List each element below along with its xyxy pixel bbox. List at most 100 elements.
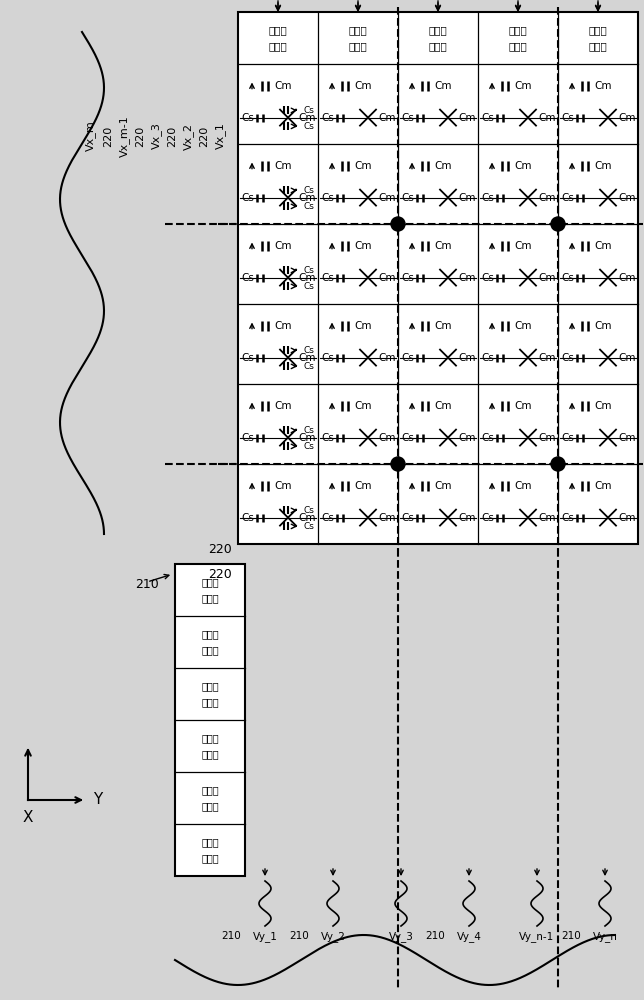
Text: 感测器: 感测器: [201, 853, 219, 863]
Text: Cm: Cm: [458, 433, 475, 443]
Text: Cs: Cs: [481, 353, 494, 363]
Text: 驱动及: 驱动及: [201, 681, 219, 691]
Text: 感测器: 感测器: [589, 41, 607, 51]
Text: Cm: Cm: [458, 513, 475, 523]
Text: Cm: Cm: [458, 273, 475, 283]
Text: Cm: Cm: [594, 241, 612, 251]
Text: Cm: Cm: [594, 321, 612, 331]
Text: Cm: Cm: [354, 81, 372, 91]
Text: Cm: Cm: [618, 113, 636, 123]
Text: 感测器: 感测器: [269, 41, 287, 51]
Text: Cm: Cm: [434, 161, 451, 171]
Text: Cs: Cs: [304, 202, 315, 211]
Text: Vy_n-1: Vy_n-1: [519, 931, 554, 942]
Text: Cs: Cs: [561, 353, 574, 363]
Text: X: X: [23, 810, 33, 825]
Text: Cm: Cm: [594, 161, 612, 171]
Text: 210: 210: [289, 931, 309, 941]
Text: 驱动及: 驱动及: [201, 577, 219, 587]
Text: Cm: Cm: [618, 513, 636, 523]
Text: Cm: Cm: [618, 353, 636, 363]
Bar: [175, 564, 245, 876]
Text: Cm: Cm: [354, 321, 372, 331]
Text: 感测器: 感测器: [201, 801, 219, 811]
Text: Cm: Cm: [514, 321, 531, 331]
Text: Cm: Cm: [538, 353, 556, 363]
Text: Cs: Cs: [241, 353, 254, 363]
Text: Cs: Cs: [321, 193, 334, 203]
Text: Cm: Cm: [514, 241, 531, 251]
Text: Cm: Cm: [354, 241, 372, 251]
Text: Cm: Cm: [298, 433, 316, 443]
Circle shape: [551, 457, 565, 471]
Text: Cs: Cs: [304, 122, 315, 131]
Text: Cs: Cs: [241, 433, 254, 443]
Text: Cs: Cs: [321, 113, 334, 123]
Text: Vx_1: Vx_1: [214, 123, 225, 149]
Text: 220: 220: [208, 568, 232, 580]
Text: Cm: Cm: [538, 273, 556, 283]
Text: Cm: Cm: [434, 241, 451, 251]
Text: 感测器: 感测器: [201, 697, 219, 707]
Text: Cm: Cm: [354, 481, 372, 491]
Text: Cs: Cs: [561, 193, 574, 203]
Text: Cm: Cm: [618, 433, 636, 443]
Text: Cs: Cs: [481, 513, 494, 523]
Text: 220: 220: [167, 125, 177, 147]
Text: Cs: Cs: [481, 113, 494, 123]
Text: 220: 220: [208, 543, 232, 556]
Text: Vy_4: Vy_4: [457, 931, 482, 942]
Text: Vx_m: Vx_m: [84, 121, 95, 151]
Text: Cs: Cs: [561, 273, 574, 283]
Text: 驱动及: 驱动及: [201, 733, 219, 743]
Text: 210: 210: [425, 931, 445, 941]
Text: Vy_1: Vy_1: [252, 931, 278, 942]
Text: Cm: Cm: [274, 401, 292, 411]
Text: 驱动及: 驱动及: [348, 25, 367, 35]
Text: Cm: Cm: [538, 193, 556, 203]
Text: Cm: Cm: [458, 353, 475, 363]
Text: 驱动及: 驱动及: [201, 629, 219, 639]
Text: Cm: Cm: [594, 401, 612, 411]
Text: Cm: Cm: [378, 193, 395, 203]
Text: 驱动及: 驱动及: [201, 785, 219, 795]
Text: Vy_n: Vy_n: [592, 931, 618, 942]
Text: Cm: Cm: [458, 113, 475, 123]
Text: Y: Y: [93, 792, 102, 808]
Text: 感测器: 感测器: [201, 593, 219, 603]
Text: Vy_3: Vy_3: [388, 931, 413, 942]
Circle shape: [551, 217, 565, 231]
Text: Cm: Cm: [434, 481, 451, 491]
Circle shape: [391, 217, 405, 231]
Text: 210: 210: [221, 931, 241, 941]
Text: Cs: Cs: [321, 273, 334, 283]
Text: Cm: Cm: [378, 353, 395, 363]
Text: Cm: Cm: [514, 481, 531, 491]
Text: Cm: Cm: [538, 513, 556, 523]
Text: Cm: Cm: [538, 113, 556, 123]
Text: 驱动及: 驱动及: [509, 25, 527, 35]
Text: Cs: Cs: [401, 433, 414, 443]
Text: Cm: Cm: [618, 193, 636, 203]
Text: Cm: Cm: [298, 353, 316, 363]
Text: Cs: Cs: [304, 266, 315, 275]
Text: 220: 220: [199, 125, 209, 147]
Text: Cs: Cs: [304, 506, 315, 515]
Text: Cm: Cm: [434, 321, 451, 331]
Text: 210: 210: [561, 931, 581, 941]
Text: Cs: Cs: [481, 433, 494, 443]
Text: Cm: Cm: [378, 113, 395, 123]
Circle shape: [391, 457, 405, 471]
Text: 感测器: 感测器: [509, 41, 527, 51]
Text: Cm: Cm: [378, 513, 395, 523]
Text: Cs: Cs: [561, 513, 574, 523]
Text: Cm: Cm: [434, 401, 451, 411]
Text: Cm: Cm: [514, 161, 531, 171]
Text: Cs: Cs: [321, 513, 334, 523]
Text: Cm: Cm: [298, 193, 316, 203]
Text: Cm: Cm: [458, 193, 475, 203]
Text: Cm: Cm: [274, 241, 292, 251]
Text: Cs: Cs: [304, 522, 315, 531]
Text: 感测器: 感测器: [201, 749, 219, 759]
Text: Cm: Cm: [538, 433, 556, 443]
